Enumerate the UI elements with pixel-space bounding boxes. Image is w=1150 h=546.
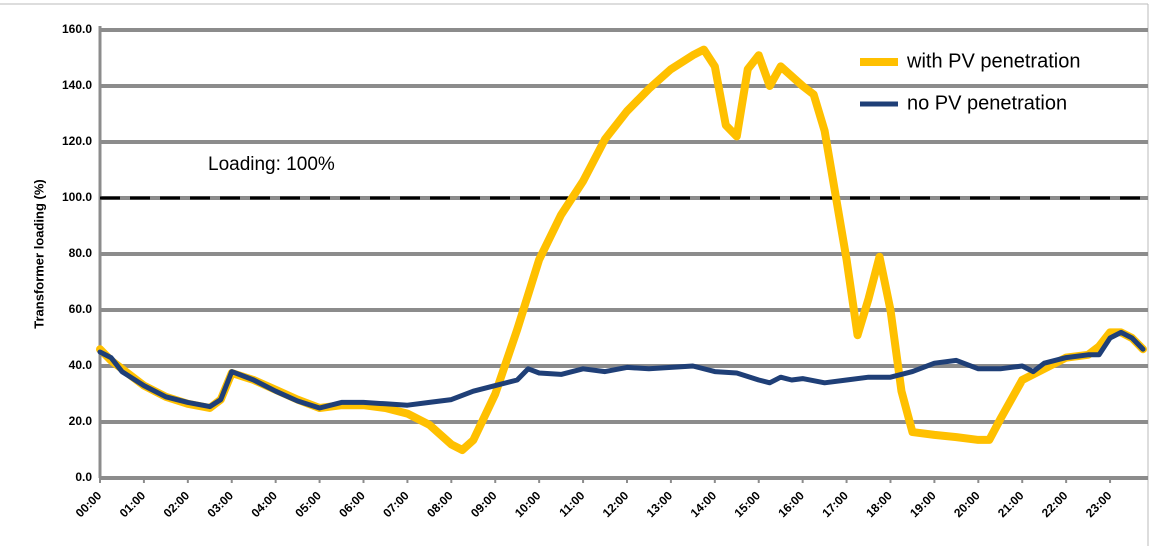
y-tick-label: 140.0 (62, 78, 92, 92)
y-tick-label: 120.0 (62, 134, 92, 148)
y-tick-label: 80.0 (69, 246, 93, 260)
y-tick-label: 100.0 (62, 190, 92, 204)
reference-label: Loading: 100% (208, 154, 335, 175)
legend-label: with PV penetration (906, 50, 1080, 72)
y-axis-label: Transformer loading (%) (31, 179, 46, 329)
series-line (97, 329, 1146, 411)
y-tick-label: 40.0 (69, 358, 93, 372)
y-tick-label: 60.0 (69, 302, 93, 316)
y-tick-label: 20.0 (69, 414, 93, 428)
legend-label: no PV penetration (907, 92, 1067, 114)
y-tick-label: 160.0 (62, 22, 92, 36)
y-tick-label: 0.0 (75, 470, 92, 484)
